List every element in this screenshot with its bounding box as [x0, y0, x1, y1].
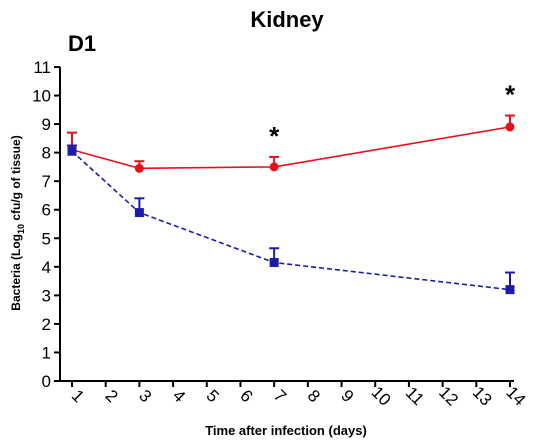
x-tick-label: 7	[270, 386, 290, 406]
y-axis-label-rest: cfu/g of tissue)	[9, 135, 23, 224]
series-1	[67, 114, 515, 173]
data-point	[505, 285, 515, 295]
x-tick-label: 14	[502, 383, 529, 410]
x-tick-label: 3	[135, 386, 155, 406]
x-tick-label: 8	[304, 386, 324, 406]
y-tick-label: 1	[42, 343, 51, 362]
data-point	[269, 162, 279, 172]
series-layer	[67, 114, 515, 295]
x-tick-label: 9	[337, 386, 357, 406]
y-tick-label: 9	[42, 115, 51, 134]
y-tick-label: 4	[42, 258, 51, 277]
x-axis-label: Time after infection (days)	[205, 423, 367, 438]
y-tick-label: 8	[42, 144, 51, 163]
y-tick-label: 5	[42, 229, 51, 248]
series-2	[67, 144, 515, 295]
x-tick-label: 13	[469, 383, 496, 410]
x-tick-label: 6	[236, 386, 256, 406]
panel-label: D1	[68, 31, 96, 56]
data-point	[67, 146, 77, 156]
y-tick-label: 11	[33, 58, 51, 77]
y-tick-label: 3	[42, 286, 51, 305]
y-axis-label: Bacteria (Log10 cfu/g of tissue)	[9, 135, 26, 310]
x-tick-label: 5	[203, 386, 223, 406]
significance-asterisk: *	[269, 121, 280, 151]
y-tick-label: 0	[42, 372, 51, 391]
x-tick-label: 12	[435, 383, 462, 410]
series-line	[71, 150, 511, 291]
x-tick-label: 11	[402, 383, 428, 409]
data-point	[269, 258, 279, 268]
y-axis-label-sub: 10	[16, 224, 26, 234]
significance-asterisk: *	[505, 80, 516, 110]
data-point	[134, 208, 144, 218]
y-tick-label: 2	[42, 315, 51, 334]
y-axis-label-main: Bacteria (Log	[9, 234, 23, 311]
x-tick-label: 10	[368, 383, 395, 410]
y-tick-label: 6	[42, 201, 51, 220]
x-tick-label: 4	[169, 386, 189, 406]
data-point	[134, 163, 144, 173]
annotation-layer: **	[269, 80, 516, 151]
x-tick-label: 2	[102, 386, 122, 406]
x-tick-label: 1	[68, 386, 88, 406]
chart-title: Kidney	[250, 7, 324, 32]
data-point	[505, 122, 515, 132]
y-tick-label: 7	[42, 172, 51, 191]
y-tick-label: 10	[32, 87, 51, 106]
series-line	[71, 126, 511, 170]
